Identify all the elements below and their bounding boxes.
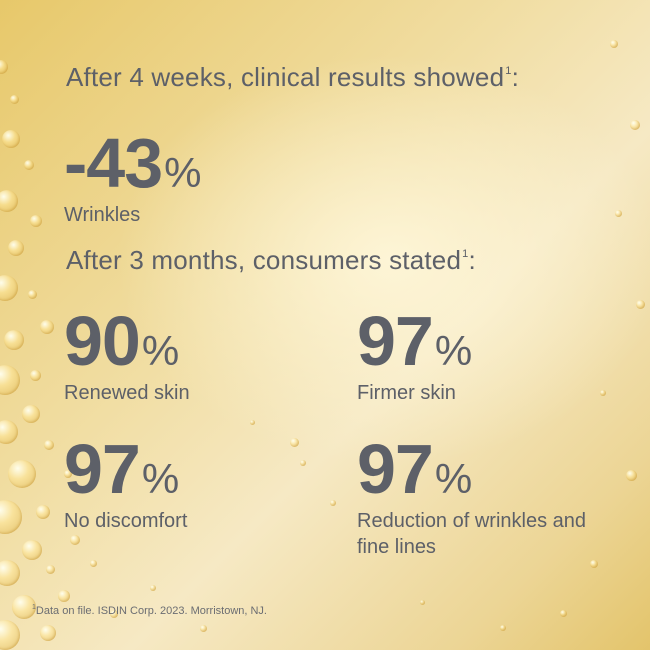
clinical-heading-text: After 4 weeks, clinical results showed — [66, 62, 505, 92]
consumer-heading: After 3 months, consumers stated1: — [66, 245, 476, 275]
stat-label: Wrinkles — [64, 204, 141, 226]
stat-unit: % — [434, 327, 473, 374]
stat-unit: % — [434, 455, 473, 502]
stat-label: Reduction of wrinkles and fine lines — [357, 510, 587, 558]
stat-unit: % — [141, 327, 180, 374]
stat-value: 97 — [64, 430, 141, 508]
footnote-mark: 1 — [32, 604, 36, 611]
stat-unit: % — [164, 149, 202, 196]
consumer-heading-footnote-mark: 1 — [462, 248, 469, 260]
footnote-text: Data on file. ISDIN Corp. 2023. Morristo… — [35, 605, 267, 617]
stat-value: -43 — [64, 124, 163, 202]
stat-wrinkles-clinical: -43% Wrinkles — [64, 128, 202, 228]
clinical-heading: After 4 weeks, clinical results showed1: — [66, 62, 519, 92]
stat-value: 90 — [64, 302, 141, 380]
stat-value: 97 — [357, 302, 434, 380]
stat-label: Firmer skin — [357, 382, 456, 404]
stat-firmer-skin: 97% Firmer skin — [357, 306, 472, 406]
footnote: 1Data on file. ISDIN Corp. 2023. Morrist… — [32, 604, 267, 617]
stat-unit: % — [141, 455, 180, 502]
stat-renewed-skin: 90% Renewed skin — [64, 306, 190, 406]
stat-label: Renewed skin — [64, 382, 190, 404]
consumer-heading-text: After 3 months, consumers stated — [66, 245, 462, 275]
stat-value: 97 — [357, 430, 434, 508]
stat-wrinkle-reduction: 97% Reduction of wrinkles and fine lines — [357, 434, 607, 560]
clinical-heading-footnote-mark: 1 — [505, 65, 512, 77]
stat-label: No discomfort — [64, 510, 188, 532]
stat-no-discomfort: 97% No discomfort — [64, 434, 187, 534]
